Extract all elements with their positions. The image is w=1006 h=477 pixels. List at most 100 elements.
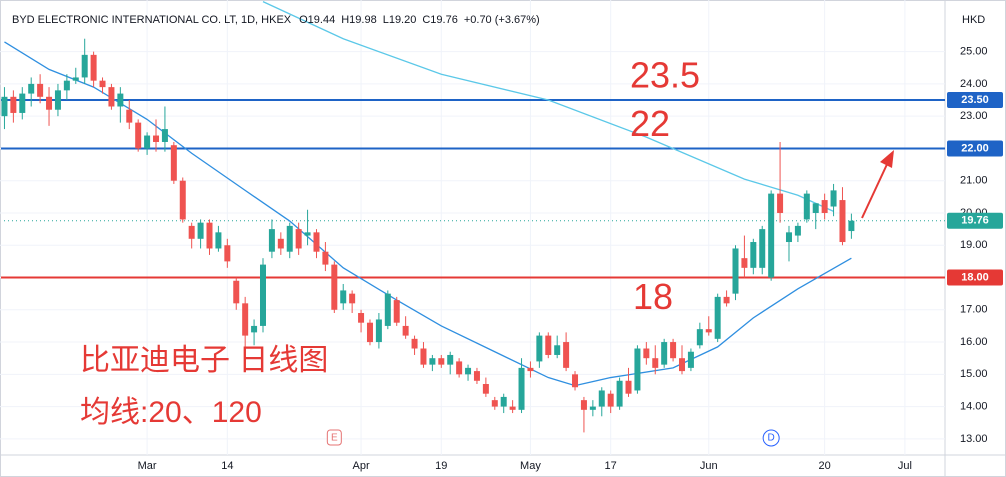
y-tick-label: 16.00 [960,336,988,348]
candle-body [170,145,177,181]
candle-body [456,361,463,375]
y-tick-label: 19.00 [960,239,988,251]
candle-body [259,264,266,326]
candle-body [670,342,677,359]
candle-body [714,296,721,339]
event-label: E [331,433,338,444]
candle-body [527,367,534,372]
candle-body [108,87,115,107]
candle-body [384,293,391,326]
y-tick-label: 21.00 [960,175,988,187]
candle-body [625,380,632,394]
candle-body [732,248,739,294]
candle-body [473,371,480,381]
candle-body [224,245,231,262]
candle-body [375,319,382,343]
y-tick-label: 15.00 [960,368,988,380]
x-tick-label: 19 [435,460,447,472]
candle-body [794,225,801,236]
header-value: H19.98 [341,14,376,26]
candle-body [429,358,436,365]
y-tick-label: 14.00 [960,401,988,413]
candle-body [286,225,293,252]
candle-body [28,83,35,94]
candle-body [536,335,543,362]
candle-body [598,390,605,407]
y-tick-label: 23.00 [960,110,988,122]
candle-body [696,329,703,346]
candle-body [420,348,427,365]
annotation: 22 [630,103,670,144]
candle-body [652,358,659,368]
candle-body [589,406,596,410]
candle-body [634,348,641,391]
candle-body [144,135,151,149]
candle-body [37,83,44,97]
candle-body [358,313,365,323]
arrow-head [880,150,894,168]
header-value: L19.20 [383,14,417,26]
candle-body [661,342,668,365]
last-price-badge [947,212,1003,229]
candle-body [839,200,846,243]
candle-body [643,348,650,359]
candle-body [554,345,561,355]
candle-body [215,232,222,249]
y-tick-label: 13.00 [960,433,988,445]
candle-body [411,338,418,349]
candle-body [268,229,275,252]
candle-body [117,93,124,107]
symbol-title: BYD ELECTRONIC INTERNATIONAL CO. LT, 1D,… [12,14,292,26]
x-tick-label: 20 [819,460,831,472]
y-tick-label: 17.00 [960,304,988,316]
candle-body [331,264,338,310]
candle-body [206,222,213,249]
candle-body [188,225,195,239]
candle-body [821,200,828,213]
candle-body [679,358,686,372]
candle-body [402,325,409,336]
candle-body [313,232,320,252]
candle-body [491,400,498,407]
candle-body [179,180,186,220]
candle-body [251,325,258,333]
candle-body [438,358,445,365]
candle-body [340,290,347,304]
moving-average [4,41,852,387]
event-marker [326,429,342,446]
candle-body [741,258,748,268]
header-value: C19.76 [422,14,457,26]
candle-body [1,96,8,117]
candle-body [447,354,454,365]
moving-average [262,1,834,212]
candle-body [830,190,837,207]
currency: HKD [962,14,985,26]
candle-body [777,193,784,213]
candle-body [295,229,302,249]
candle-body [349,293,356,304]
candle-body [803,193,810,220]
candle-body [233,280,240,304]
annotation: 18 [633,276,673,317]
candle-body [848,220,855,232]
header-value: O19.44 [299,14,335,26]
candle-body [54,90,61,110]
level-label: 23.50 [961,94,989,106]
candle-body [277,238,284,249]
y-tick-label: 24.00 [960,78,988,90]
candle-body [81,54,88,78]
candle-body [509,406,516,410]
candle-body [99,80,106,88]
level-label: 22.00 [961,142,989,154]
candle-body [393,300,400,323]
header-value: +0.70 (+3.67%) [464,14,540,26]
candle-body [580,400,587,410]
candle-body [687,351,694,368]
grid [0,0,945,455]
candle-body [545,335,552,355]
candle-body [759,229,766,268]
candle-body [90,54,97,81]
candle-body [46,96,53,110]
